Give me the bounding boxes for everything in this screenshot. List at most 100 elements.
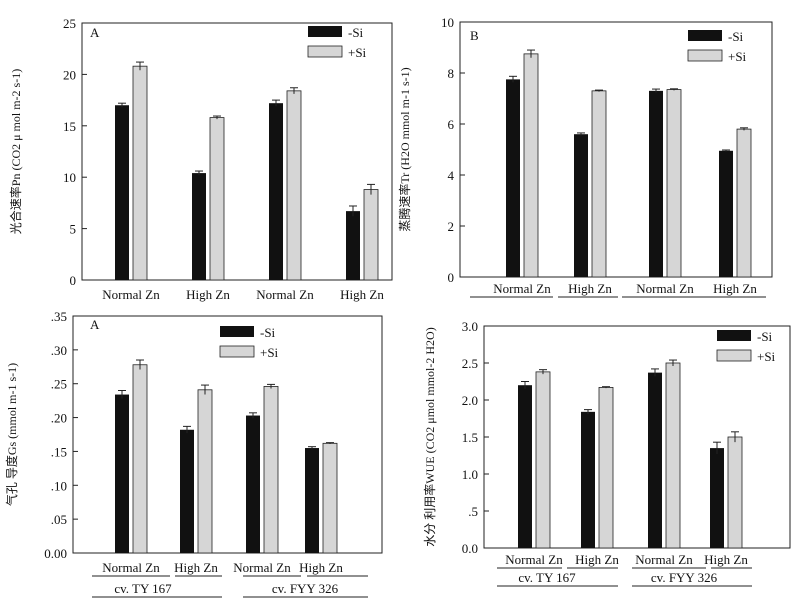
x-tick-label: Normal Zn	[102, 560, 160, 575]
legend-swatch	[307, 45, 343, 58]
panel-1: 0 5 10 15 20 25 光合速率Pn (CO2 μ mol m-2 s-1) A Nor…	[8, 16, 393, 302]
plot-frame	[459, 21, 773, 278]
x-tick-label: Normal Zn	[493, 281, 551, 296]
bar	[727, 436, 743, 549]
y-tick-label: 1.5	[462, 430, 478, 445]
y-tick-label: .05	[51, 512, 67, 527]
legend: -Si +Si	[687, 29, 747, 64]
x-tick-label: High Zn	[704, 552, 748, 567]
bar	[346, 211, 360, 280]
y-tick-label: 6	[448, 117, 455, 132]
x-tick-label: High Zn	[568, 281, 612, 296]
bar	[710, 448, 724, 548]
y-tick-label: 5	[70, 222, 77, 237]
y-tick-label: 2	[448, 219, 455, 234]
legend-swatch	[687, 49, 723, 62]
y-tick-label: .30	[51, 343, 67, 358]
bar	[115, 105, 129, 281]
bar	[518, 385, 532, 548]
bar	[535, 371, 551, 549]
bar	[305, 448, 319, 553]
y-tick-label: .20	[51, 411, 67, 426]
bar	[197, 389, 213, 554]
y-tick-label: 0	[448, 270, 455, 285]
x-tick-label: Normal Zn	[256, 287, 314, 302]
bar	[363, 189, 379, 281]
legend-label: +Si	[348, 45, 367, 60]
y-axis-title: 气孔 导度Gs (mmol m-1 s-1)	[4, 363, 19, 506]
legend-swatch	[717, 330, 751, 341]
bar	[665, 362, 681, 549]
y-tick-label: 0.0	[462, 541, 478, 556]
bar	[574, 134, 588, 277]
bar	[322, 442, 338, 554]
y-tick-label: 2.0	[462, 393, 478, 408]
y-tick-label: .5	[468, 504, 478, 519]
bar	[269, 103, 283, 281]
legend-label: -Si	[260, 325, 276, 340]
y-axis-title: 光合速率Pn (CO2 μ mol m-2 s-1)	[8, 69, 23, 234]
cultivar-label: cv. TY 167	[114, 581, 172, 596]
x-tick-label: Normal Zn	[636, 281, 694, 296]
x-tick-label: High Zn	[713, 281, 757, 296]
bar	[132, 364, 148, 554]
y-tick-label: 15	[63, 119, 76, 134]
bar	[115, 394, 129, 553]
y-tick-label: 0	[70, 273, 77, 288]
legend: -Si +Si	[716, 329, 776, 364]
bar	[581, 411, 595, 548]
x-tick-label: Normal Zn	[505, 552, 563, 567]
bar	[286, 90, 302, 281]
bar	[523, 53, 539, 278]
x-tick-label: High Zn	[186, 287, 230, 302]
bar	[736, 128, 752, 278]
legend-label: +Si	[757, 349, 776, 364]
y-tick-label: 0.00	[44, 546, 67, 561]
legend-swatch	[716, 349, 752, 362]
x-tick-label: High Zn	[174, 560, 218, 575]
bar	[648, 372, 662, 548]
legend: -Si +Si	[219, 325, 279, 360]
legend-label: -Si	[348, 25, 364, 40]
x-tick-label: Normal Zn	[233, 560, 291, 575]
y-tick-label: 25	[63, 16, 76, 31]
panel-3: 0.00 .05 .10 .15 .20 .25 .30 .35 气孔 导度Gs (mmol m…	[4, 309, 383, 598]
bar	[192, 173, 206, 280]
legend-swatch	[219, 345, 255, 358]
legend-swatch	[220, 326, 254, 337]
x-tick-label: High Zn	[340, 287, 384, 302]
plot-frame	[72, 315, 383, 554]
y-tick-label: 4	[448, 168, 455, 183]
plot-frame	[81, 22, 393, 281]
bar	[506, 79, 520, 277]
panel-2: 0 2 4 6 8 10 蒸腾速率Tr (H2O mmol m-1 s-1) B Normal …	[397, 15, 773, 298]
x-tick-label: Normal Zn	[102, 287, 160, 302]
panel-label: A	[90, 25, 100, 40]
bar	[209, 117, 225, 281]
x-tick-label: High Zn	[575, 552, 619, 567]
cultivar-label: cv. FYY 326	[651, 570, 718, 585]
x-tick-label: Normal Zn	[635, 552, 693, 567]
cultivar-label: cv. FYY 326	[272, 581, 339, 596]
legend: -Si +Si	[307, 25, 367, 60]
bar	[180, 429, 194, 553]
y-tick-label: 8	[448, 66, 455, 81]
y-tick-label: .10	[51, 478, 67, 493]
bar	[719, 150, 733, 277]
y-tick-label: 20	[63, 67, 76, 82]
legend-label: +Si	[728, 49, 747, 64]
bar	[591, 90, 607, 278]
bar	[132, 65, 148, 281]
y-axis-title: 水分 利用率WUE (CO2 μmol mmol-2 H2O)	[422, 327, 437, 546]
y-tick-label: 2.5	[462, 356, 478, 371]
y-tick-label: 1.0	[462, 467, 478, 482]
panel-4: 0.0 .5 1.0 1.5 2.0 2.5 3.0 水分 利用率WUE (CO2 μmol …	[422, 319, 791, 587]
y-tick-label: 10	[441, 15, 454, 30]
y-axis-title: 蒸腾速率Tr (H2O mmol m-1 s-1)	[397, 67, 412, 231]
legend-label: +Si	[260, 345, 279, 360]
y-tick-label: 10	[63, 170, 76, 185]
bar	[666, 89, 682, 278]
legend-swatch	[308, 26, 342, 37]
bar	[598, 387, 614, 549]
